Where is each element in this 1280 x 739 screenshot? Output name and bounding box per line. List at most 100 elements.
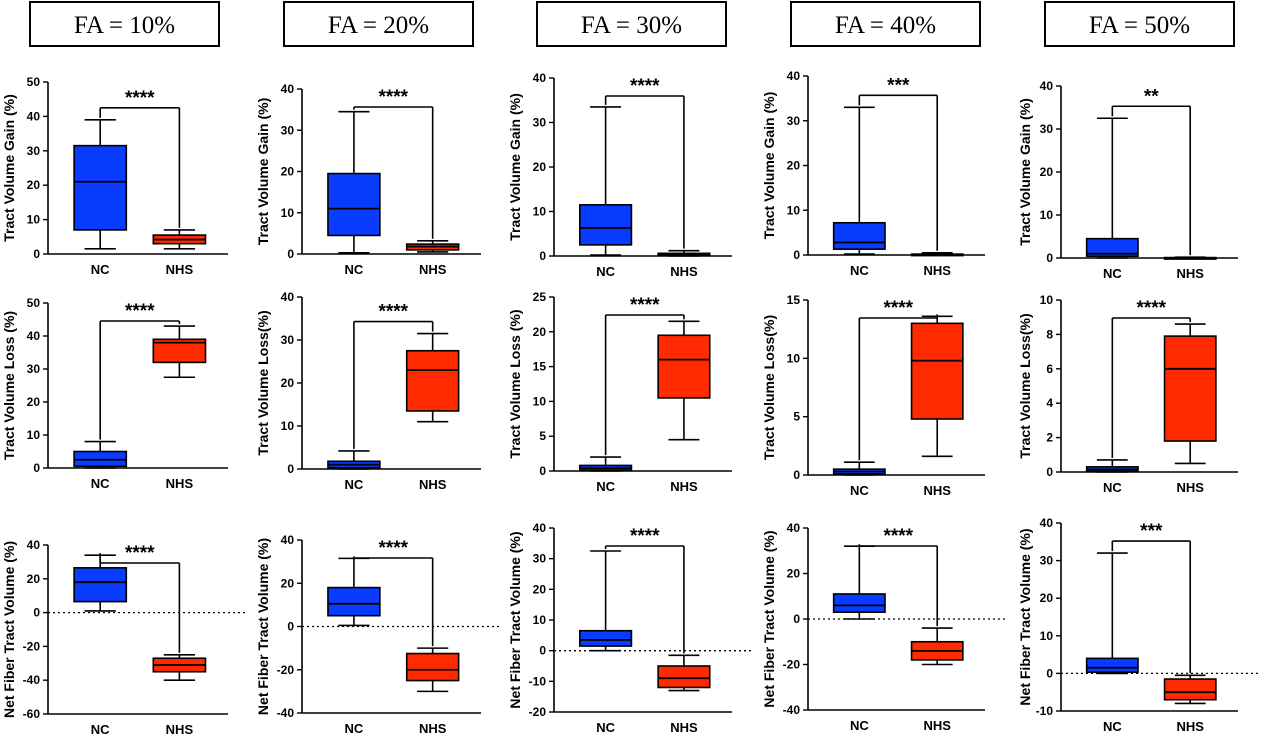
box-nhs [910,627,964,666]
y-tick-label: 20 [787,159,801,173]
y-tick-label: 15 [533,360,547,374]
box-nhs [1163,674,1217,705]
y-tick-label: 20 [533,160,547,174]
y-tick-label: 30 [27,362,41,376]
box-nc [579,550,633,652]
significance-stars: *** [887,75,910,96]
box-nhs [1163,256,1217,260]
y-axis-label: Tract Volume Gain (%) [1017,98,1033,246]
y-tick-label: 20 [281,165,295,179]
y-tick-label: 10 [787,351,801,365]
y-tick-label: 20 [27,572,41,586]
y-axis-label: Tract Volume Gain (%) [507,93,523,241]
y-axis-label: Net Fiber Tract Volume (%) [1017,528,1033,705]
box-iqr [73,567,128,603]
y-tick-label: 40 [27,109,41,123]
y-tick-label: 20 [1040,591,1054,605]
header-box [1044,1,1235,47]
y-tick-label: 30 [281,123,295,137]
box-nhs [910,315,964,458]
box-iqr [832,221,886,250]
box-nc [579,456,633,472]
box-nhs [405,240,460,253]
y-tick-label: 10 [281,206,295,220]
significance-stars: **** [125,301,155,322]
significance-bracket: **** [353,302,434,449]
box-plot-panel: -40 -20 0 20 40 Net Fiber Tract Volume (%) NC N… [255,533,501,736]
box-iqr [405,349,460,412]
x-category-label: NC [596,720,615,735]
x-category-label: NHS [166,262,194,277]
box-iqr [910,322,964,420]
box-iqr [1163,678,1217,701]
x-category-label: NHS [419,262,447,277]
significance-bracket: **** [353,87,434,239]
y-axis-label: Net Fiber Tract Volume (%) [507,531,523,708]
box-plot-panel: 0 10 20 30 40 Tract Volume Gain (%) NC NHS **** [255,82,481,277]
significance-bracket: **** [604,76,685,249]
y-tick-label: 4 [1046,396,1053,410]
y-tick-label: 25 [533,290,547,304]
y-tick-label: 40 [1040,516,1054,530]
significance-bracket: **** [353,538,434,647]
y-tick-label: 0 [793,248,800,262]
significance-stars: **** [379,302,409,323]
box-nhs [405,647,460,693]
x-category-label: NHS [670,720,698,735]
y-tick-label: 5 [539,429,546,443]
box-nhs [910,251,964,257]
box-iqr [1085,237,1139,258]
significance-bracket: **** [99,88,181,228]
box-iqr [405,652,460,682]
significance-stars: **** [630,76,660,97]
box-plot-panel: -10 0 10 20 30 40 Net Fiber Tract Volume (%) NC… [1017,516,1258,734]
box-plot-panel: 0 5 10 15 20 25 Tract Volume Loss (%) NC NHS **** [507,290,732,494]
box-nhs [152,654,207,682]
y-tick-label: 40 [281,82,295,96]
box-plot-panel: -40 -20 0 20 40 Net Fiber Tract Volume (%) NC N… [761,521,1005,733]
y-tick-label: 30 [787,114,801,128]
box-iqr [1085,657,1139,674]
y-tick-label: 40 [281,290,295,304]
significance-bracket: **** [1111,298,1192,458]
x-category-label: NC [91,476,110,491]
y-tick-label: 15 [787,293,801,307]
box-iqr [73,144,128,231]
y-axis-label: Tract Volume Loss(%) [761,315,777,460]
y-tick-label: 0 [539,249,546,263]
y-tick-label: 0 [287,620,294,634]
significance-stars: **** [630,295,660,316]
box-nc [1085,459,1139,473]
y-tick-label: 30 [1040,122,1054,136]
y-tick-label: 0 [1046,666,1053,680]
y-tick-label: 30 [27,144,41,158]
x-category-label: NC [1103,480,1122,495]
y-tick-label: 40 [533,521,547,535]
significance-stars: **** [630,526,660,547]
y-axis-label: Tract Volume Gain (%) [761,92,777,240]
header-panel: FA = 40% [790,1,981,47]
y-tick-label: 10 [1040,293,1054,307]
header-label: FA = 10% [74,12,175,39]
y-axis-label: Tract Volume Gain (%) [255,98,271,246]
header-label: FA = 40% [835,12,936,39]
significance-bracket: *** [858,75,939,251]
significance-stars: **** [379,538,409,559]
y-tick-label: 40 [1040,79,1054,93]
x-category-label: NC [850,263,869,278]
y-tick-label: 10 [1040,629,1054,643]
x-category-label: NC [345,262,364,277]
x-category-label: NHS [1176,266,1204,281]
y-tick-label: 0 [793,612,800,626]
significance-stars: **** [379,87,409,108]
significance-bracket: **** [99,301,181,440]
box-plot-panel: 0 10 20 30 40 Tract Volume Gain (%) NC NHS *** [761,69,985,278]
y-tick-label: 5 [793,410,800,424]
y-tick-label: 20 [27,178,41,192]
box-nc [1085,552,1139,675]
y-tick-label: 40 [533,71,547,85]
box-nhs [657,654,711,692]
y-tick-label: 0 [539,644,546,658]
header-panel: FA = 30% [536,1,727,47]
y-tick-label: 20 [1040,165,1054,179]
